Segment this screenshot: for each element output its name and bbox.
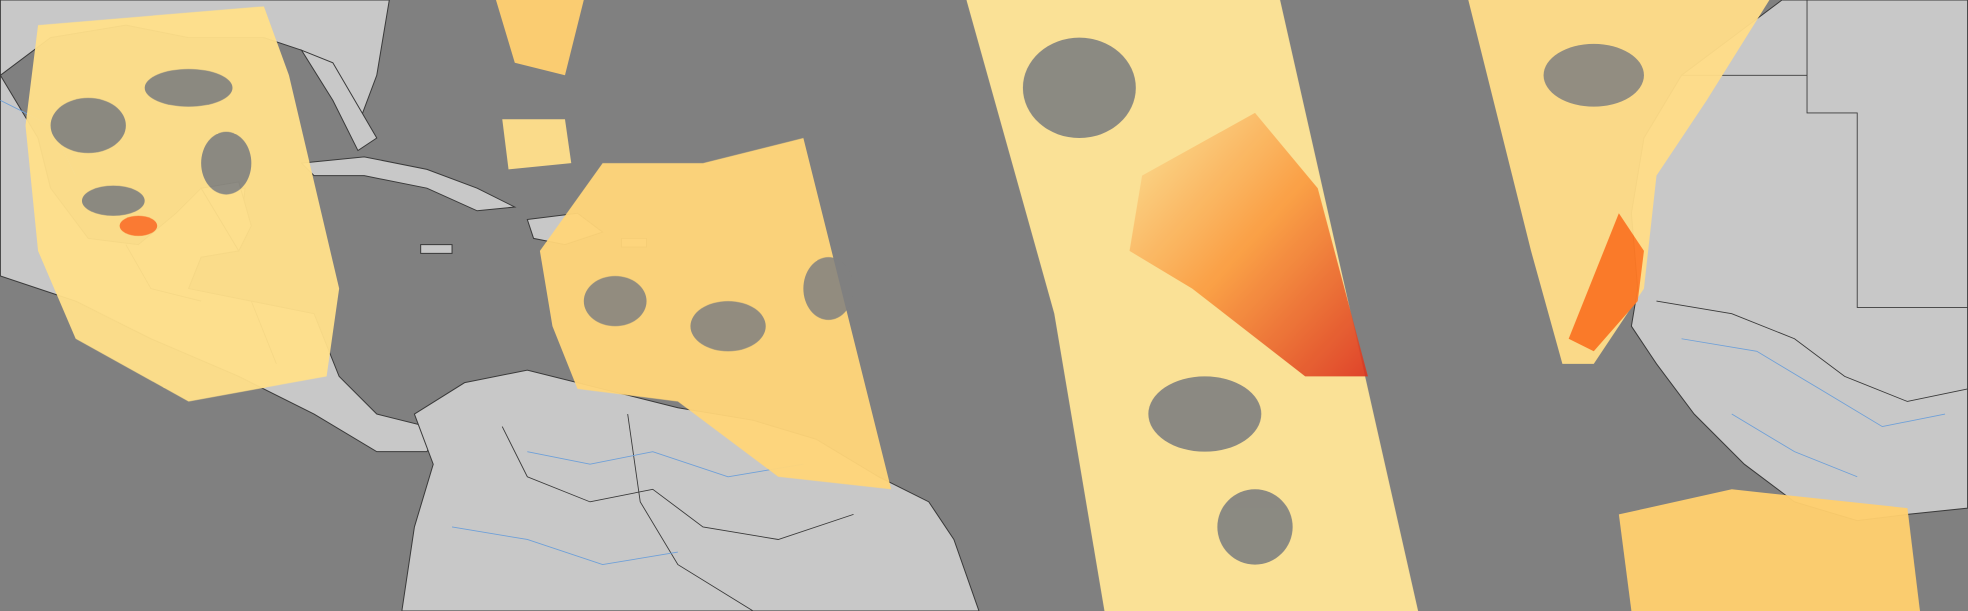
swath-africa-coast	[1468, 0, 1770, 364]
dust-plume	[1129, 112, 1368, 377]
cuba	[300, 156, 517, 212]
swath-north-fragment	[495, 0, 584, 76]
coastal-plume	[1568, 213, 1644, 352]
swath-southeast	[1618, 489, 1920, 611]
jamaica	[420, 244, 453, 254]
swath-mid-atlantic	[966, 0, 1419, 611]
swath-fragment	[502, 119, 572, 170]
florida	[300, 49, 378, 152]
satellite-swaths	[25, 0, 1920, 611]
